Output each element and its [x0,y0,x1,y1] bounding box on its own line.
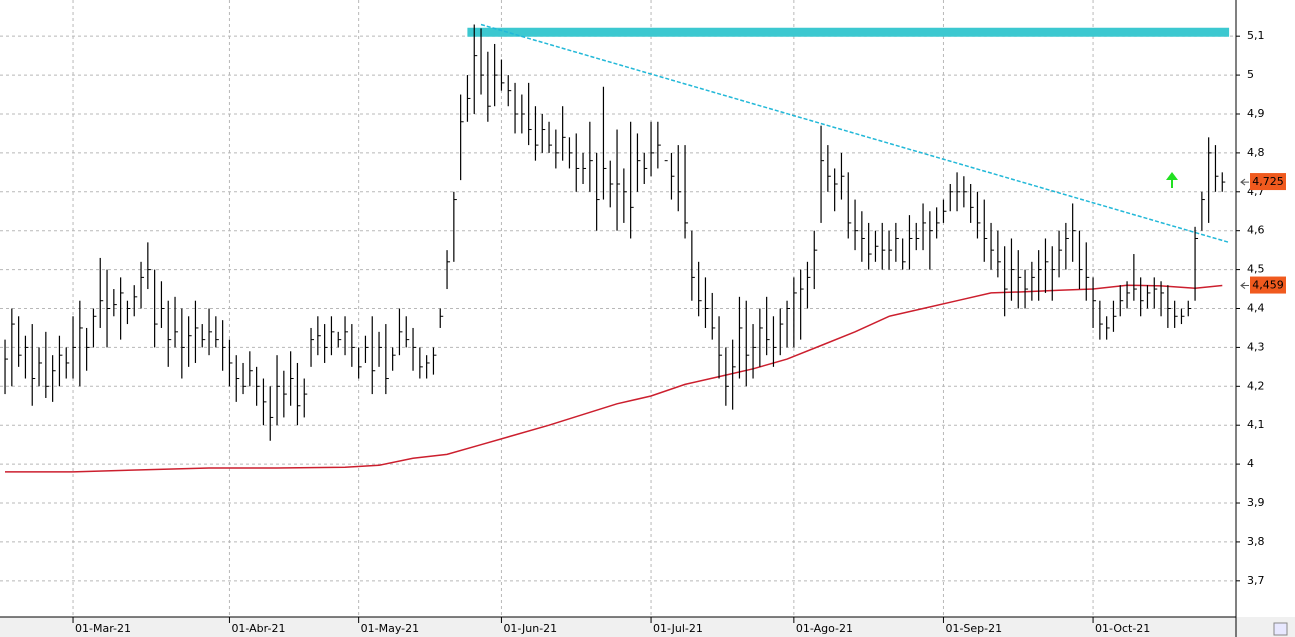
x-tick-label: 01-Ago-21 [796,622,853,635]
x-tick-label: 01-Oct-21 [1095,622,1150,635]
y-tick-label: 4,6 [1247,224,1265,237]
y-tick-label: 4,8 [1247,146,1265,159]
x-tick-label: 01-Sep-21 [945,622,1002,635]
corner-icon [1273,622,1288,636]
y-tick-label: 4,9 [1247,107,1265,120]
x-axis-strip [0,617,1295,637]
moving-average [5,284,1223,473]
x-tick-label: 01-Mar-21 [75,622,131,635]
x-tick-label: 01-May-21 [361,622,419,635]
price-label-box [1250,276,1286,294]
price-label: 4,725 [1252,175,1284,188]
y-tick-label: 3,8 [1247,535,1265,548]
y-tick-label: 4,5 [1247,263,1265,276]
y-tick-label: 3,7 [1247,574,1265,587]
x-tick-label: 01-Jun-21 [503,622,557,635]
y-tick-label: 5,1 [1247,29,1265,42]
y-tick-label: 5 [1247,68,1254,81]
y-tick-label: 4 [1247,457,1254,470]
plot [4,23,1230,473]
y-tick-label: 3,9 [1247,496,1265,509]
trendline [480,23,1230,244]
price-pointer [1240,178,1249,186]
up-arrow [1166,172,1178,188]
y-tick-label: 4,2 [1247,379,1265,392]
x-tick-label: 01-Abr-21 [231,622,285,635]
axes: 3,73,83,944,14,24,34,44,54,64,74,84,955,… [72,29,1286,635]
x-tick-label: 01-Jul-21 [653,622,703,635]
y-tick-label: 4,3 [1247,340,1265,353]
price-label: 4,459 [1252,279,1284,292]
y-tick-label: 4,4 [1247,302,1265,315]
price-label-box [1250,173,1286,191]
price-pointer [1240,282,1249,289]
y-tick-label: 4,1 [1247,418,1265,431]
